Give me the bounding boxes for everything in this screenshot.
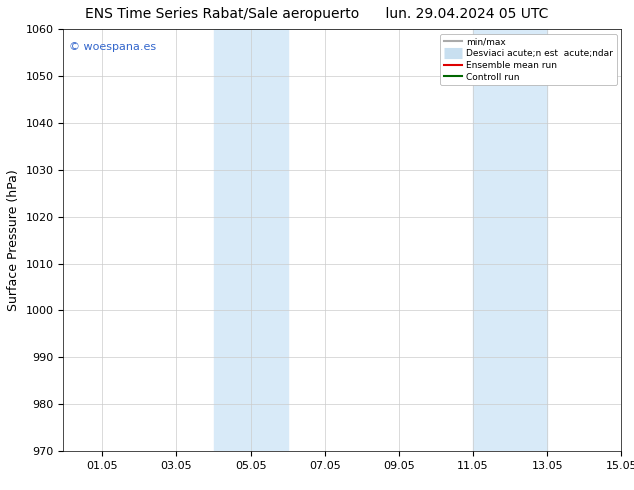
Text: ENS Time Series Rabat/Sale aeropuerto      lun. 29.04.2024 05 UTC: ENS Time Series Rabat/Sale aeropuerto lu… [86,7,548,22]
Text: © woespana.es: © woespana.es [69,42,156,52]
Bar [473,29,547,451]
Y-axis label: Surface Pressure (hPa): Surface Pressure (hPa) [7,169,20,311]
Bar [214,29,288,451]
Legend: min/max, Desviaci acute;n est  acute;ndar, Ensemble mean run, Controll run: min/max, Desviaci acute;n est acute;ndar… [440,34,617,85]
